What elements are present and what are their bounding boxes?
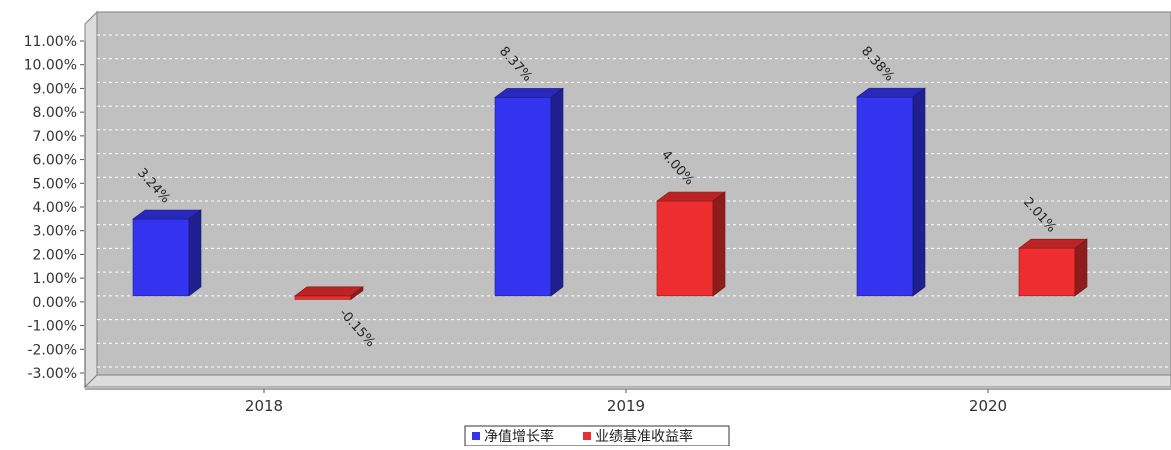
floor [83,374,1171,388]
bar-side [1074,238,1088,297]
bar [656,191,726,297]
bar-front [656,200,714,297]
bar [294,286,364,301]
x-axis: 2018 2019 2020 [85,388,1171,415]
bar-front [132,218,190,297]
bar-front [856,96,914,297]
y-tick-label: 2.00% [33,247,77,263]
bar-side [350,286,364,301]
x-tick-label: 2019 [607,397,645,415]
y-tick-label: 6.00% [33,153,77,169]
y-tick-label: 8.00% [33,105,77,121]
y-tick-label: 9.00% [33,81,77,97]
y-axis: 11.00% 10.00% 9.00% 8.00% 7.00% 6.00% 5.00% 4.0… [24,34,86,387]
bar-side [188,209,202,297]
legend-swatch [583,432,591,440]
bar-side [550,87,564,297]
y-tick-label: -1.00% [27,319,77,335]
bar-side [712,191,726,297]
gridlines [97,34,1171,368]
y-tick-label: 1.00% [33,271,77,287]
bar [856,87,926,297]
bar [132,209,202,297]
y-tick-label: 5.00% [33,176,77,192]
y-tick-label: 3.00% [33,224,77,240]
bar-front [294,295,352,300]
y-tick-label: 7.00% [33,129,77,145]
bar [494,87,564,297]
y-tick-label: 0.00% [33,295,77,311]
legend-swatch [472,432,480,440]
legend-label: 净值增长率 [484,428,554,445]
legend: 净值增长率 业绩基准收益率 [464,425,730,447]
bar-front [494,97,552,297]
y-tick-label: 10.00% [24,58,77,74]
y-tick-label: -2.00% [27,342,77,358]
y-tick-label: 11.00% [24,34,77,50]
bars [132,87,1088,301]
left-wall [84,10,98,389]
plot-area [96,11,1171,376]
y-tick-label: 4.00% [33,200,77,216]
bar-front [1018,247,1076,297]
x-tick-label: 2018 [245,397,283,415]
plot-background-layer [83,10,1171,389]
bar [1018,238,1088,297]
legend-label: 业绩基准收益率 [595,428,693,445]
x-tick-label: 2020 [969,397,1007,415]
bar-side [912,87,926,297]
y-tick-label: -3.00% [27,366,77,382]
